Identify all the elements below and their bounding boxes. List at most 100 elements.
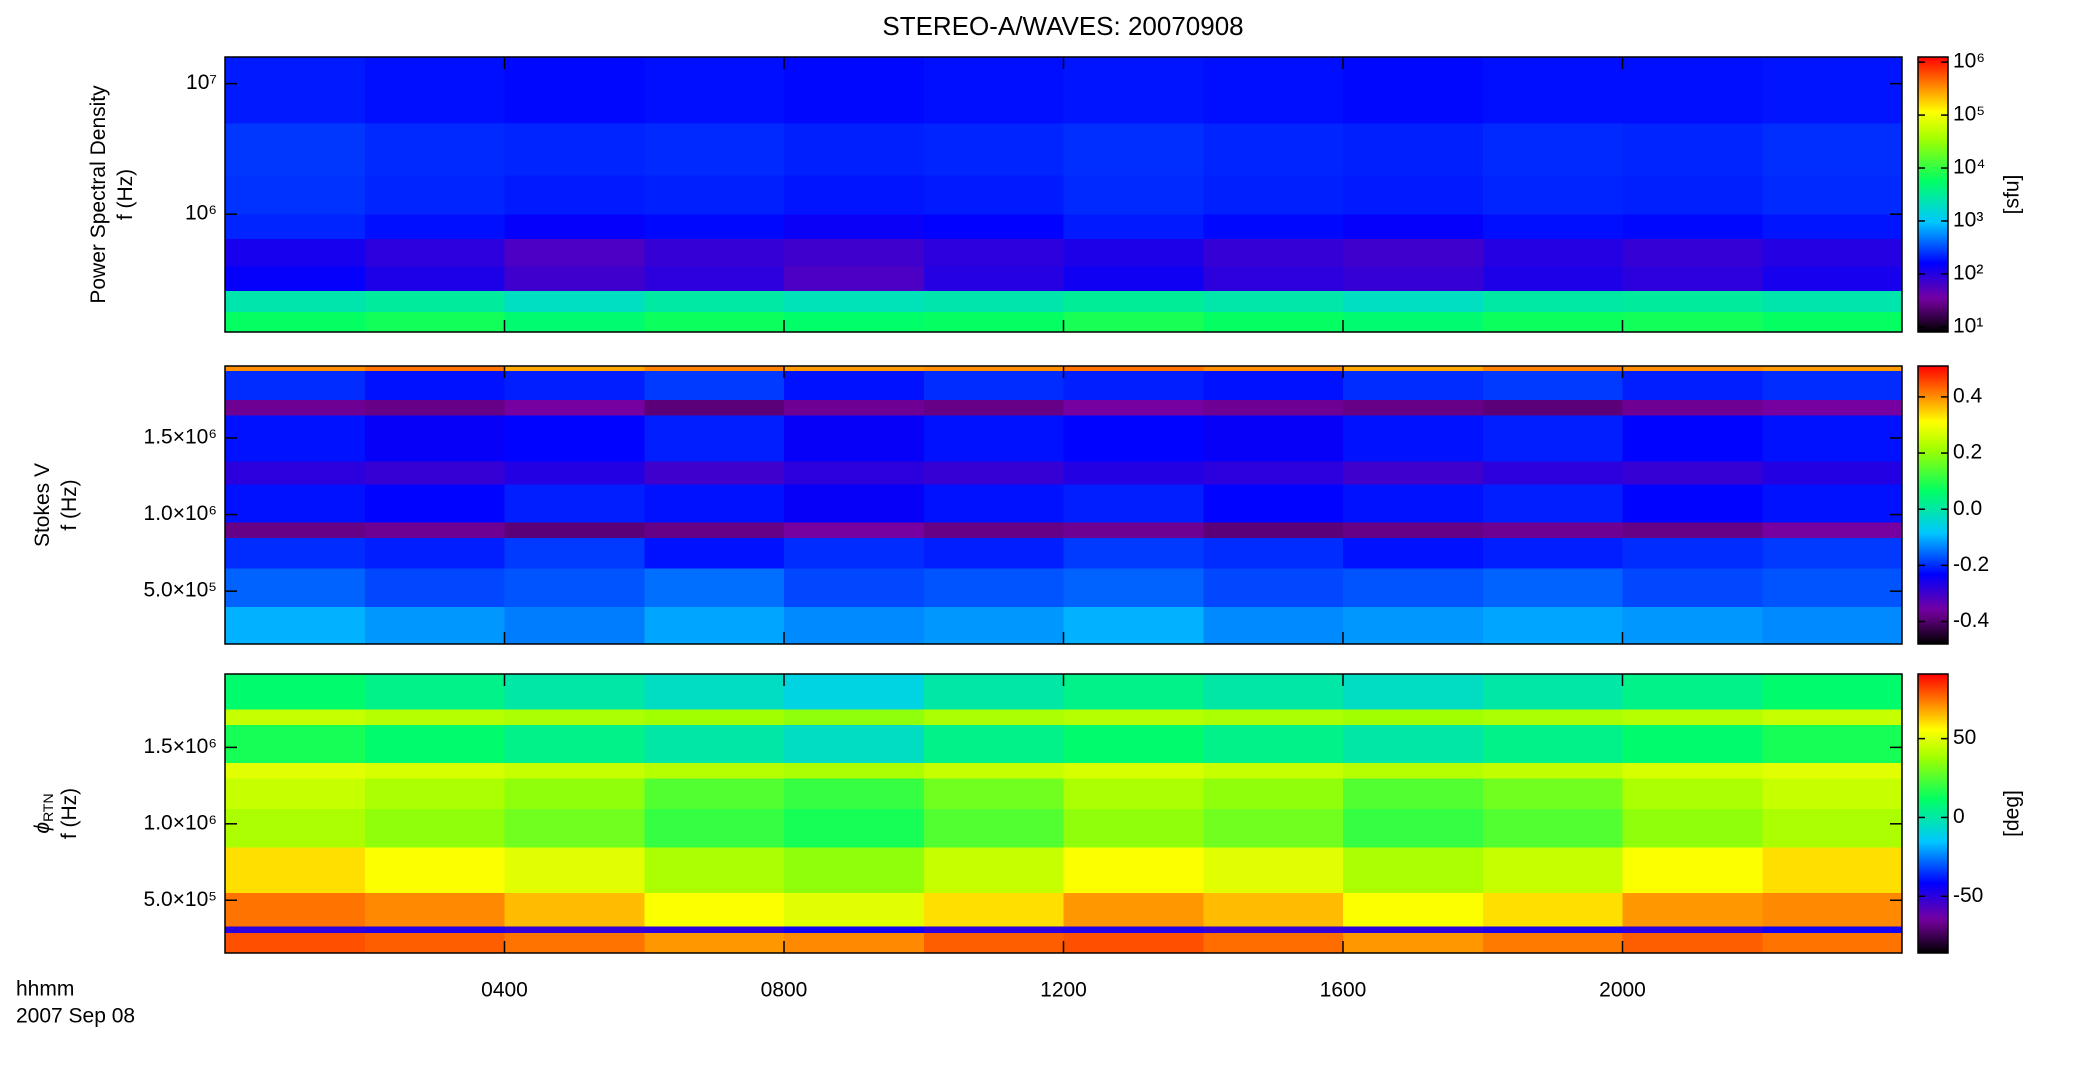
- heatmap-cell: [784, 311, 925, 333]
- heatmap-cell: [364, 724, 505, 764]
- heatmap-cell: [1343, 266, 1484, 291]
- heatmap-cell: [1063, 366, 1204, 372]
- heatmap-cell: [504, 122, 645, 176]
- y-axis-label: ϕRTN: [31, 793, 56, 833]
- heatmap-cell: [1063, 174, 1204, 215]
- heatmap-cell: [784, 122, 925, 176]
- heatmap-cell: [225, 777, 366, 810]
- colorbar-tick-label: -0.2: [1953, 553, 1989, 576]
- heatmap-cell: [644, 122, 785, 176]
- heatmap-cell: [784, 174, 925, 215]
- heatmap-cell: [784, 238, 925, 267]
- heatmap-cell: [1343, 290, 1484, 312]
- heatmap-cell: [644, 57, 785, 124]
- heatmap-cell: [1482, 932, 1623, 954]
- heatmap-cell: [1482, 366, 1623, 372]
- heatmap-cell: [784, 892, 925, 927]
- heatmap-cell: [1482, 122, 1623, 176]
- heatmap-cell: [504, 311, 645, 333]
- heatmap-cell: [504, 926, 645, 933]
- heatmap-cell: [364, 238, 505, 267]
- heatmap-cell: [1203, 892, 1344, 927]
- heatmap-cell: [364, 399, 505, 416]
- heatmap-cell: [1063, 311, 1204, 333]
- heatmap-cell: [504, 568, 645, 607]
- heatmap-cell: [644, 568, 785, 607]
- heatmap-cell: [225, 674, 366, 710]
- heatmap-cell: [225, 724, 366, 764]
- heatmap-cell: [784, 808, 925, 848]
- heatmap-cell: [1063, 238, 1204, 267]
- heatmap-cell: [504, 777, 645, 810]
- heatmap-cell: [784, 290, 925, 312]
- heatmap-cell: [1762, 174, 1903, 215]
- heatmap-cell: [1203, 366, 1344, 372]
- heatmap-cell: [1622, 366, 1763, 372]
- heatmap-cell: [1762, 483, 1903, 523]
- heatmap-cell: [1063, 122, 1204, 176]
- heatmap-cell: [1063, 777, 1204, 810]
- y-tick-label: 1.0×10⁶: [144, 502, 217, 525]
- heatmap-cell: [1343, 415, 1484, 462]
- heatmap-cell: [923, 483, 1064, 523]
- heatmap-cell: [1762, 892, 1903, 927]
- heatmap-cell: [923, 808, 1064, 848]
- heatmap-cell: [225, 366, 366, 372]
- heatmap-cell: [1063, 606, 1204, 645]
- heatmap-cell: [1762, 399, 1903, 416]
- heatmap-cell: [923, 846, 1064, 894]
- heatmap-cell: [1063, 214, 1204, 240]
- heatmap-cell: [1622, 674, 1763, 710]
- heatmap-cell: [784, 568, 925, 607]
- heatmap-cell: [784, 522, 925, 539]
- heatmap-cell: [225, 266, 366, 291]
- heatmap-cell: [1762, 290, 1903, 312]
- heatmap-cell: [364, 174, 505, 215]
- heatmap-cell: [1762, 415, 1903, 462]
- heatmap-cell: [225, 238, 366, 267]
- y-axis-label-part: Power Spectral Density: [87, 85, 110, 304]
- heatmap-cell: [225, 290, 366, 312]
- heatmap-cell: [644, 709, 785, 725]
- heatmap-cell: [1063, 266, 1204, 291]
- heatmap-cell: [1343, 892, 1484, 927]
- x-tick-label: 2000: [1599, 979, 1646, 1002]
- colorbar-tick-label: 10⁴: [1953, 156, 1985, 179]
- heatmap-cell: [1762, 238, 1903, 267]
- heatmap-cell: [225, 214, 366, 240]
- heatmap-cell: [504, 892, 645, 927]
- heatmap-cell: [1622, 238, 1763, 267]
- heatmap-cell: [364, 214, 505, 240]
- colorbar-label: [sfu]: [2001, 175, 2024, 215]
- heatmap-cell: [225, 932, 366, 954]
- heatmap-cell: [1203, 846, 1344, 894]
- heatmap-cell: [1203, 311, 1344, 333]
- heatmap-cell: [1203, 483, 1344, 523]
- heatmap-cell: [364, 290, 505, 312]
- heatmap-cell: [225, 311, 366, 333]
- heatmap-cell: [1063, 892, 1204, 927]
- heatmap-cell: [784, 415, 925, 462]
- heatmap-cell: [1343, 370, 1484, 401]
- heatmap-cell: [1203, 762, 1344, 779]
- heatmap-cell: [1622, 606, 1763, 645]
- heatmap-cell: [1063, 415, 1204, 462]
- heatmap-cell: [504, 399, 645, 416]
- heatmap-cell: [225, 926, 366, 933]
- heatmap-cell: [1762, 568, 1903, 607]
- heatmap-cell: [364, 892, 505, 927]
- heatmap-cell: [504, 762, 645, 779]
- colorbar-tick-label: 10³: [1953, 209, 1983, 232]
- heatmap-cell: [364, 483, 505, 523]
- heatmap-cell: [225, 370, 366, 401]
- heatmap-cell: [504, 174, 645, 215]
- heatmap-cell: [1063, 724, 1204, 764]
- heatmap-cell: [1762, 777, 1903, 810]
- heatmap-cell: [364, 808, 505, 848]
- heatmap-cell: [923, 399, 1064, 416]
- heatmap-cell: [1762, 522, 1903, 539]
- heatmap-cell: [1482, 370, 1623, 401]
- heatmap-cell: [1063, 709, 1204, 725]
- heatmap-cell: [504, 290, 645, 312]
